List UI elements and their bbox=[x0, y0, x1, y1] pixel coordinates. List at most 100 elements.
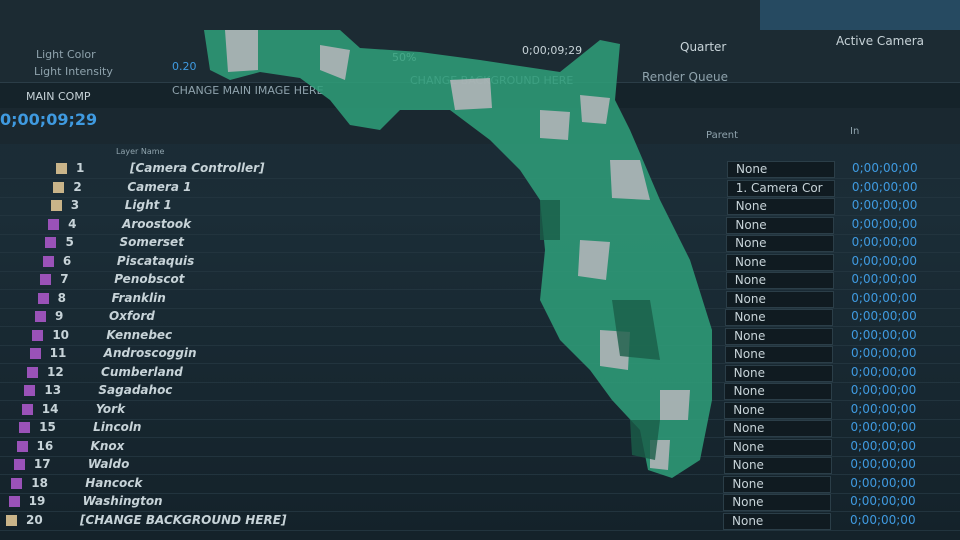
in-time[interactable]: 0;00;00;00 bbox=[850, 401, 917, 416]
parent-dropdown[interactable] bbox=[725, 290, 834, 308]
in-time[interactable]: 0;00;00;00 bbox=[851, 179, 918, 194]
label-color[interactable] bbox=[11, 477, 23, 489]
parent-value[interactable]: None bbox=[732, 476, 764, 491]
parent-value[interactable]: 1. Camera Cor bbox=[735, 180, 823, 195]
layer-name[interactable]: Sagadahoc bbox=[98, 383, 173, 397]
intensity-value[interactable]: 0.20 bbox=[172, 60, 197, 73]
layer-name[interactable]: Kennebec bbox=[106, 327, 173, 342]
in-time[interactable]: 0;00;00;00 bbox=[851, 309, 917, 323]
in-time[interactable]: 0;00;00;00 bbox=[851, 290, 917, 305]
parent-dropdown[interactable] bbox=[726, 198, 835, 215]
parent-dropdown[interactable] bbox=[725, 272, 834, 289]
label-color[interactable] bbox=[6, 514, 17, 526]
view-menu[interactable]: Active Camera bbox=[836, 34, 925, 48]
label-color[interactable] bbox=[40, 274, 52, 285]
parent-value[interactable]: None bbox=[736, 162, 768, 176]
parent-dropdown[interactable] bbox=[726, 179, 835, 197]
label-color[interactable] bbox=[27, 366, 39, 378]
label-color[interactable] bbox=[32, 329, 44, 341]
parent-dropdown[interactable] bbox=[727, 161, 835, 178]
parent-value[interactable]: None bbox=[732, 439, 765, 454]
in-time[interactable]: 0;00;00;00 bbox=[850, 438, 916, 453]
parent-dropdown[interactable] bbox=[724, 364, 833, 382]
in-time[interactable]: 0;00;00;00 bbox=[851, 235, 918, 249]
tab[interactable]: CHANGE MAIN IMAGE HERE bbox=[172, 84, 324, 97]
tab[interactable]: MAIN COMP bbox=[26, 90, 91, 103]
label-color[interactable] bbox=[56, 163, 67, 174]
layer-row[interactable] bbox=[0, 475, 960, 494]
parent-dropdown[interactable] bbox=[724, 420, 833, 437]
layer-row[interactable] bbox=[0, 512, 960, 531]
layer-name[interactable]: Knox bbox=[90, 438, 125, 453]
in-time[interactable]: 0;00;00;00 bbox=[850, 512, 916, 527]
layer-name[interactable]: Penobscot bbox=[114, 272, 185, 286]
layer-name[interactable]: Washington bbox=[82, 494, 163, 508]
tab[interactable]: CHANGE BACKGROUND HERE bbox=[410, 74, 574, 87]
parent-dropdown[interactable] bbox=[723, 438, 832, 456]
parent-value[interactable]: None bbox=[734, 291, 766, 306]
in-time[interactable]: 0;00;00;00 bbox=[851, 216, 918, 231]
timecode[interactable]: 0;00;09;29 bbox=[522, 44, 583, 57]
parent-dropdown[interactable] bbox=[724, 383, 833, 400]
parent-dropdown[interactable] bbox=[723, 457, 832, 474]
in-time[interactable]: 0;00;00;00 bbox=[850, 420, 917, 434]
label-color[interactable] bbox=[21, 403, 33, 415]
label-color[interactable] bbox=[29, 348, 41, 359]
parent-value[interactable]: None bbox=[734, 273, 767, 287]
layer-name[interactable]: Waldo bbox=[87, 457, 130, 471]
layer-name[interactable]: [Camera Controller] bbox=[130, 161, 265, 175]
label-color[interactable] bbox=[24, 385, 36, 396]
parent-value[interactable]: None bbox=[732, 458, 764, 472]
current-time[interactable]: 0;00;09;29 bbox=[0, 110, 98, 129]
label-color[interactable] bbox=[13, 459, 25, 470]
label-color[interactable] bbox=[42, 255, 54, 267]
label-color[interactable] bbox=[19, 422, 31, 433]
layer-name[interactable]: Light 1 bbox=[124, 198, 172, 212]
parent-dropdown[interactable] bbox=[725, 309, 834, 326]
layer-name[interactable]: Somerset bbox=[119, 235, 184, 249]
parent-value[interactable]: None bbox=[734, 328, 766, 343]
parent-dropdown[interactable] bbox=[726, 216, 835, 234]
parent-value[interactable]: None bbox=[732, 513, 764, 528]
resolution-menu[interactable]: Quarter bbox=[680, 40, 727, 54]
label-color[interactable] bbox=[53, 181, 65, 193]
parent-dropdown[interactable] bbox=[724, 346, 833, 363]
parent-value[interactable]: None bbox=[735, 217, 767, 232]
label-color[interactable] bbox=[34, 311, 46, 322]
zoom-menu[interactable]: 50% bbox=[392, 51, 417, 64]
parent-value[interactable]: None bbox=[734, 310, 766, 324]
label-color[interactable] bbox=[50, 200, 62, 211]
layer-name[interactable]: Piscataquis bbox=[116, 253, 195, 268]
layer-name[interactable]: Cumberland bbox=[101, 364, 183, 379]
parent-dropdown[interactable] bbox=[725, 253, 834, 271]
parent-dropdown[interactable] bbox=[723, 475, 832, 493]
layer-name[interactable]: Aroostook bbox=[122, 216, 192, 231]
in-time[interactable]: 0;00;00;00 bbox=[850, 475, 916, 490]
parent-value[interactable]: None bbox=[733, 421, 765, 435]
layer-name[interactable]: [CHANGE BACKGROUND HERE] bbox=[80, 512, 287, 527]
label-color[interactable] bbox=[16, 440, 28, 452]
in-time[interactable]: 0;00;00;00 bbox=[851, 253, 918, 268]
parent-value[interactable]: None bbox=[733, 365, 765, 380]
in-time[interactable]: 0;00;00;00 bbox=[850, 494, 916, 508]
tab[interactable]: Render Queue bbox=[642, 70, 728, 84]
parent-dropdown[interactable] bbox=[723, 494, 832, 511]
parent-dropdown[interactable] bbox=[724, 401, 833, 419]
in-time[interactable]: 0;00;00;00 bbox=[850, 364, 917, 379]
layer-name[interactable]: Androscoggin bbox=[103, 346, 197, 360]
layer-name[interactable]: Oxford bbox=[108, 309, 155, 323]
in-time[interactable]: 0;00;00;00 bbox=[851, 198, 918, 212]
layer-name[interactable]: Camera 1 bbox=[127, 179, 192, 194]
parent-value[interactable]: None bbox=[735, 199, 767, 213]
label-color[interactable] bbox=[48, 218, 60, 230]
layer-name[interactable]: Lincoln bbox=[93, 420, 142, 434]
parent-dropdown[interactable] bbox=[723, 512, 831, 530]
in-time[interactable]: 0;00;00;00 bbox=[850, 346, 917, 360]
parent-dropdown[interactable] bbox=[726, 235, 835, 252]
layer-name[interactable]: Hancock bbox=[85, 475, 143, 490]
in-time[interactable]: 0;00;00;00 bbox=[851, 327, 917, 342]
layer-name[interactable]: York bbox=[95, 401, 126, 416]
in-time[interactable]: 0;00;00;00 bbox=[852, 161, 918, 175]
label-color[interactable] bbox=[8, 496, 20, 507]
layer-name[interactable]: Franklin bbox=[111, 290, 166, 305]
